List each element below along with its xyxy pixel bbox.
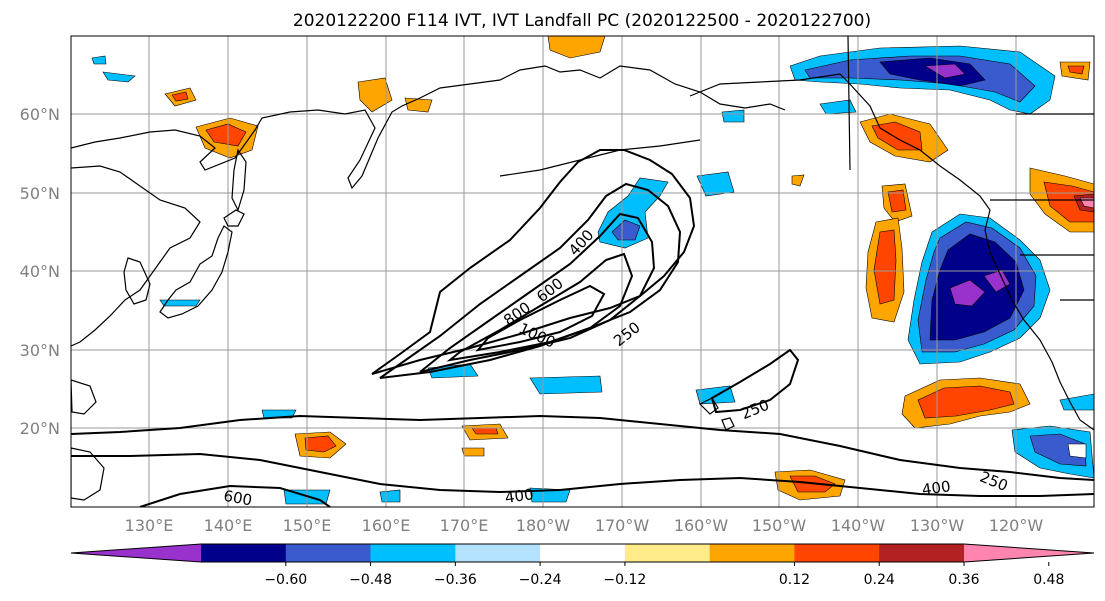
colorbar-segment bbox=[709, 544, 795, 562]
colorbar: −0.60 −0.48 −0.36 −0.24 −0.12 0.12 0.24 0.36 0.4… bbox=[70, 543, 1095, 588]
lon-label: 150°E bbox=[283, 516, 332, 535]
colorbar-segment bbox=[794, 544, 880, 562]
lon-label: 120°W bbox=[989, 516, 1044, 535]
shading-patch bbox=[611, 219, 641, 241]
shading-patch bbox=[983, 269, 1011, 293]
colorbar-extend-low bbox=[71, 544, 201, 562]
ivt-contours bbox=[71, 149, 1094, 507]
colorbar-segment bbox=[624, 544, 711, 562]
shading-patch bbox=[205, 123, 247, 147]
colorbar-tick-label: 0.12 bbox=[779, 572, 810, 588]
lon-label: 180°W bbox=[516, 516, 571, 535]
shading-patch bbox=[1059, 393, 1094, 411]
colorbar-tick-label: −0.36 bbox=[434, 572, 477, 588]
lon-label: 170°E bbox=[440, 516, 489, 535]
colorbar-segment bbox=[370, 544, 456, 562]
colorbar-tick-label: −0.12 bbox=[603, 572, 646, 588]
latitude-labels: 60°N 50°N 40°N 30°N 20°N bbox=[20, 105, 60, 438]
lat-label: 40°N bbox=[20, 262, 60, 281]
shading-patch bbox=[471, 427, 499, 435]
colorbar-segment bbox=[201, 544, 287, 562]
contour-label: 400 bbox=[504, 485, 535, 507]
contour-label: 600 bbox=[222, 487, 253, 510]
lat-label: 20°N bbox=[20, 419, 60, 438]
colorbar-segment bbox=[285, 544, 372, 562]
contour-800 bbox=[446, 252, 634, 362]
lon-label: 130°E bbox=[125, 516, 174, 535]
map-area: 400 600 800 1000 250 250 600 400 400 250 bbox=[71, 36, 1094, 510]
colorbar-outline bbox=[70, 543, 1095, 563]
shading-patch bbox=[1029, 433, 1087, 467]
colorbar-segment bbox=[455, 544, 541, 562]
lat-label: 30°N bbox=[20, 341, 60, 360]
shading-patch bbox=[357, 77, 393, 113]
shading-patch bbox=[461, 447, 485, 457]
shading-patch bbox=[871, 121, 923, 151]
shading-patch bbox=[791, 174, 805, 187]
contour-1000 bbox=[475, 284, 606, 352]
lon-label: 150°W bbox=[752, 516, 807, 535]
colorbar-tick-label: 0.24 bbox=[864, 572, 895, 588]
shading-patch bbox=[1067, 65, 1085, 75]
map-frame bbox=[70, 35, 1095, 508]
contour-250 bbox=[371, 149, 696, 375]
shading-patch bbox=[529, 375, 603, 395]
colorbar-extend-high bbox=[964, 544, 1094, 562]
colorbar-tick-label: 0.48 bbox=[1033, 572, 1064, 588]
shading-patch bbox=[91, 55, 107, 65]
contour-southern-250 bbox=[71, 414, 1094, 481]
shading-patch bbox=[404, 97, 433, 113]
contour-250-hawaii bbox=[710, 348, 800, 414]
contour-label: 400 bbox=[921, 477, 952, 499]
shading-patch bbox=[924, 63, 966, 79]
colorbar-segment bbox=[540, 544, 626, 562]
lon-label: 130°W bbox=[910, 516, 965, 535]
shading-patch bbox=[379, 489, 401, 503]
colorbar-tick-label: 0.36 bbox=[948, 572, 979, 588]
shading-patch bbox=[1043, 181, 1094, 223]
shading-patch bbox=[696, 171, 735, 197]
lon-label: 160°E bbox=[362, 516, 411, 535]
shading-patch bbox=[887, 189, 907, 213]
figure-title: 2020122200 F114 IVT, IVT Landfall PC (20… bbox=[293, 11, 871, 31]
coastlines bbox=[71, 36, 1094, 501]
longitude-labels: 130°E 140°E 150°E 160°E 170°E 180°W 170°… bbox=[125, 516, 1044, 535]
lon-label: 170°W bbox=[595, 516, 650, 535]
shading-patch bbox=[949, 279, 986, 307]
shading-patch bbox=[304, 435, 337, 453]
lat-label: 60°N bbox=[20, 105, 60, 124]
contour-southern-400 bbox=[71, 452, 1094, 497]
shading-patch bbox=[873, 229, 897, 305]
shading-patch bbox=[917, 385, 1015, 419]
shading-patch bbox=[171, 91, 189, 102]
shading-patch bbox=[721, 109, 745, 123]
colorbar-tick-label: −0.48 bbox=[349, 572, 392, 588]
colorbar-tick-label: −0.60 bbox=[264, 572, 307, 588]
lon-label: 140°E bbox=[204, 516, 253, 535]
contour-southern-600 bbox=[139, 484, 331, 507]
lat-label: 50°N bbox=[20, 184, 60, 203]
shading-patch bbox=[1067, 443, 1087, 459]
shading-patch bbox=[102, 71, 136, 83]
lon-label: 160°W bbox=[674, 516, 729, 535]
colorbar-segment bbox=[879, 544, 965, 562]
shading-patch bbox=[819, 99, 857, 115]
colorbar-tick-label: −0.24 bbox=[519, 572, 562, 588]
lon-label: 140°W bbox=[831, 516, 886, 535]
shading-patch bbox=[159, 299, 201, 307]
shading-patch bbox=[547, 36, 606, 59]
